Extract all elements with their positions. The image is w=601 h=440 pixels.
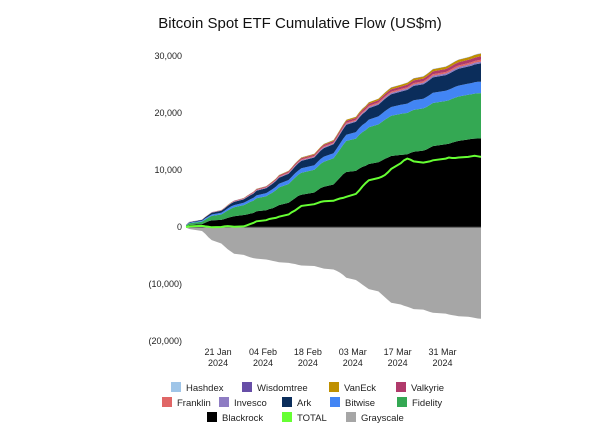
- legend-item-ark: Ark: [282, 397, 312, 409]
- chart-title: Bitcoin Spot ETF Cumulative Flow (US$m): [158, 15, 441, 32]
- x-tick-year: 2024: [388, 358, 408, 368]
- legend-label: Invesco: [234, 398, 267, 409]
- y-tick-label: (10,000): [148, 279, 182, 289]
- legend-swatch: [219, 397, 229, 407]
- area-grayscale: [186, 227, 481, 319]
- plot-area: [185, 53, 482, 319]
- x-tick-label: 18 Feb 2024: [294, 347, 322, 368]
- area-ark: [186, 63, 481, 226]
- legend-swatch: [242, 382, 252, 392]
- legend-label: Valkyrie: [411, 383, 444, 394]
- legend-swatch: [282, 412, 292, 422]
- y-tick-label: 30,000: [154, 51, 182, 61]
- legend-label: Grayscale: [361, 413, 404, 424]
- legend-swatch: [396, 382, 406, 392]
- legend-item-wisdomtree: Wisdomtree: [242, 382, 308, 394]
- area-blackrock: [186, 138, 481, 227]
- legend-label: Ark: [297, 398, 312, 409]
- legend-swatch: [171, 382, 181, 392]
- legend-item-hashdex: Hashdex: [171, 382, 224, 394]
- legend-item-fidelity: Fidelity: [397, 397, 442, 409]
- x-tick-year: 2024: [343, 358, 363, 368]
- y-tick-label: (20,000): [148, 336, 182, 346]
- legend-item-blackrock: Blackrock: [207, 412, 263, 424]
- legend: Hashdex Wisdomtree VanEck Valkyrie Franklin I…: [162, 382, 444, 424]
- x-tick-date: 18 Feb: [294, 347, 322, 357]
- legend-label: Wisdomtree: [257, 383, 308, 394]
- legend-label: Franklin: [177, 398, 211, 409]
- x-tick-date: 21 Jan: [205, 347, 232, 357]
- y-tick-label: 20,000: [154, 108, 182, 118]
- x-tick-date: 03 Mar: [339, 347, 367, 357]
- x-tick-year: 2024: [253, 358, 273, 368]
- legend-item-franklin: Franklin: [162, 397, 211, 409]
- y-axis: 30,000 20,000 10,000 0 (10,000) (20,000): [148, 51, 182, 346]
- legend-label: Bitwise: [345, 398, 375, 409]
- x-tick-date: 31 Mar: [429, 347, 457, 357]
- line-total: [185, 154, 482, 229]
- x-tick-year: 2024: [208, 358, 228, 368]
- legend-swatch: [329, 382, 339, 392]
- legend-item-invesco: Invesco: [219, 397, 267, 409]
- x-tick-label: 31 Mar 2024: [429, 347, 457, 368]
- legend-swatch: [282, 397, 292, 407]
- legend-swatch: [207, 412, 217, 422]
- x-tick-label: 04 Feb 2024: [249, 347, 277, 368]
- legend-swatch: [397, 397, 407, 407]
- area-bitwise: [186, 81, 481, 226]
- legend-label: Hashdex: [186, 383, 224, 394]
- y-tick-label: 10,000: [154, 165, 182, 175]
- legend-item-grayscale: Grayscale: [346, 412, 404, 424]
- legend-label: VanEck: [344, 383, 376, 394]
- x-tick-year: 2024: [433, 358, 453, 368]
- legend-item-valkyrie: Valkyrie: [396, 382, 444, 394]
- x-tick-label: 17 Mar 2024: [384, 347, 412, 368]
- legend-item-vaneck: VanEck: [329, 382, 376, 394]
- legend-swatch: [346, 412, 356, 422]
- legend-item-bitwise: Bitwise: [330, 397, 375, 409]
- x-tick-date: 04 Feb: [249, 347, 277, 357]
- x-tick-year: 2024: [298, 358, 318, 368]
- legend-swatch: [330, 397, 340, 407]
- x-tick-label: 21 Jan 2024: [205, 347, 232, 368]
- area-fidelity: [186, 93, 481, 227]
- legend-label: Blackrock: [222, 413, 263, 424]
- y-tick-label: 0: [177, 222, 182, 232]
- legend-item-total: TOTAL: [282, 412, 327, 424]
- legend-label: Fidelity: [412, 398, 442, 409]
- legend-label: TOTAL: [297, 413, 327, 424]
- x-tick-label: 03 Mar 2024: [339, 347, 367, 368]
- legend-swatch: [162, 397, 172, 407]
- x-tick-date: 17 Mar: [384, 347, 412, 357]
